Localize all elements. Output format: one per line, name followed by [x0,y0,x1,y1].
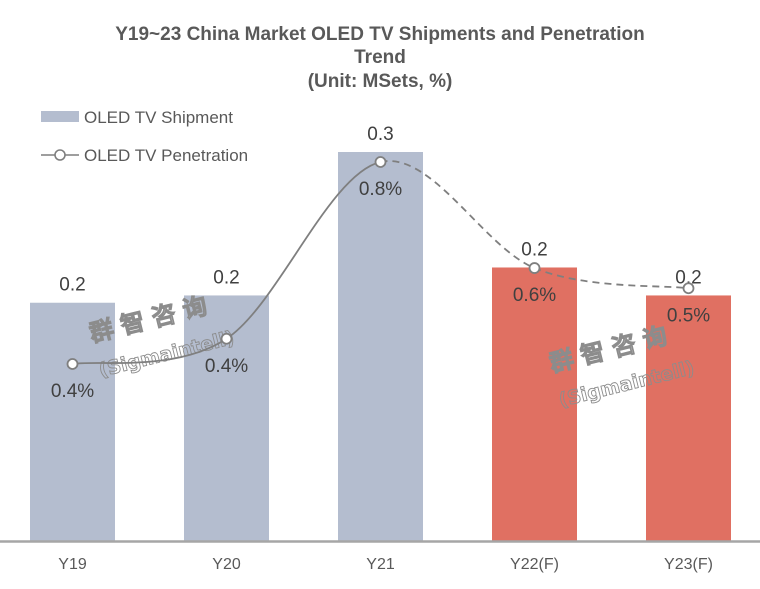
bar-y23f [646,295,731,541]
bar-value-label: 0.2 [521,239,547,260]
bar-y22f [492,267,577,541]
penetration-line-actual [72,161,381,365]
x-tick-label: Y23(F) [664,556,713,573]
x-tick-label: Y19 [58,556,87,573]
bar-labels: 0.2 0.2 0.3 0.2 0.2 [59,124,701,296]
chart-title: Y19~23 China Market OLED TV Shipments an… [115,24,645,92]
penetration-marker [682,282,695,295]
penetration-line [66,156,695,370]
bar-value-label: 0.3 [367,124,393,145]
legend-label-penetration: OLED TV Penetration [84,146,248,165]
bar-value-label: 0.2 [675,267,701,288]
legend-label-shipment: OLED TV Shipment [84,108,233,127]
bar-value-label: 0.2 [59,275,85,296]
chart-title-line-1: Y19~23 China Market OLED TV Shipments an… [115,24,645,45]
penetration-value-label: 0.6% [513,285,556,306]
penetration-marker [66,358,79,370]
bar-y19 [30,302,115,541]
penetration-labels: 0.4% 0.4% 0.8% 0.6% 0.5% [51,179,710,402]
legend-bar-swatch [41,111,79,122]
penetration-value-label: 0.5% [667,305,710,326]
penetration-value-label: 0.4% [205,356,248,377]
legend: OLED TV Shipment OLED TV Penetration [41,108,248,165]
x-tick-label: Y21 [366,556,395,573]
penetration-marker [220,332,233,345]
penetration-value-label: 0.4% [51,381,94,402]
chart-title-line-2: Trend [354,47,406,68]
legend-circle-marker [54,149,66,161]
penetration-value-label: 0.8% [359,179,402,200]
penetration-marker [374,156,387,168]
bar-y21 [338,152,423,541]
x-tick-label: Y22(F) [510,556,559,573]
chart-title-line-3: (Unit: MSets, %) [308,71,453,92]
x-axis-ticks: Y19 Y20 Y21 Y22(F) Y23(F) [58,556,713,573]
penetration-marker [528,262,541,274]
bar-value-label: 0.2 [213,267,239,288]
x-tick-label: Y20 [212,556,241,573]
